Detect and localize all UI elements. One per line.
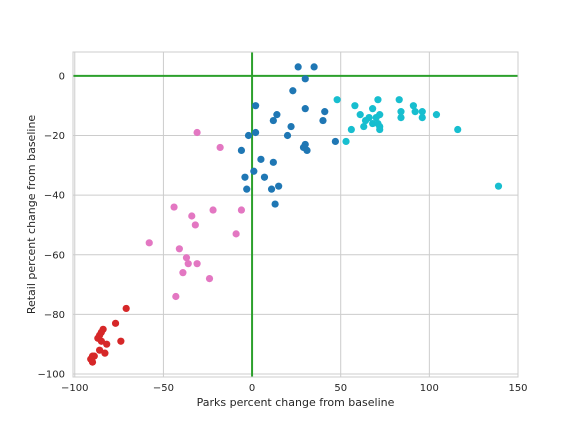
data-point (271, 200, 279, 208)
data-point (193, 128, 201, 137)
data-point (411, 108, 419, 116)
data-point (103, 340, 111, 348)
data-point (252, 128, 260, 137)
data-point (269, 116, 277, 125)
data-point (237, 206, 246, 214)
data-points (87, 63, 503, 366)
data-point (331, 137, 339, 146)
data-point (395, 96, 403, 104)
data-point (172, 292, 180, 301)
data-point (494, 182, 503, 190)
data-point (260, 173, 269, 181)
data-point (360, 122, 368, 131)
y-tick-label: 0 (59, 71, 65, 82)
data-point (179, 269, 187, 277)
data-point (273, 111, 281, 119)
data-point (193, 260, 201, 268)
x-tick-label: −100 (61, 383, 88, 394)
data-point (237, 146, 246, 154)
data-point (122, 304, 130, 313)
plot-area (73, 52, 518, 377)
data-point (303, 146, 311, 154)
data-point (252, 102, 260, 110)
data-point (356, 111, 364, 119)
x-tick-labels: −100 −50 0 50 100 150 (61, 383, 528, 394)
data-point (111, 319, 120, 327)
data-point (418, 108, 426, 116)
data-point (432, 111, 441, 119)
data-point (301, 105, 309, 113)
data-point (145, 239, 153, 247)
data-point (184, 260, 192, 268)
data-point (351, 102, 359, 110)
data-point (287, 122, 295, 131)
data-point (333, 96, 341, 104)
data-point (374, 96, 382, 104)
data-point (361, 116, 370, 125)
data-point (209, 206, 217, 214)
y-tick-label: −40 (44, 191, 65, 202)
data-point (342, 137, 350, 146)
y-tick-label: −80 (44, 310, 65, 321)
x-axis-label: Parks percent change from baseline (197, 396, 395, 409)
data-point (241, 173, 249, 181)
data-point (454, 125, 462, 134)
data-point (267, 185, 276, 193)
y-tick-label: −20 (44, 131, 65, 142)
data-point (397, 108, 405, 116)
data-point (117, 337, 125, 345)
data-point (310, 63, 318, 71)
data-point (289, 87, 297, 95)
plot-border (72, 51, 519, 378)
x-tick-label: 100 (420, 383, 439, 394)
data-point (372, 113, 380, 122)
data-point (397, 113, 405, 122)
data-point (205, 275, 214, 283)
data-point (243, 185, 251, 193)
data-point (301, 75, 309, 83)
data-point (88, 358, 97, 366)
data-point (409, 102, 417, 110)
data-point (191, 221, 199, 229)
data-point (369, 119, 377, 128)
data-point (294, 63, 302, 71)
data-point (321, 108, 329, 116)
data-point (369, 105, 377, 113)
data-point (188, 212, 196, 220)
data-point (376, 125, 384, 134)
data-point (275, 182, 283, 190)
data-point (319, 116, 327, 125)
y-axis-label: Retail percent change from baseline (25, 115, 38, 315)
data-point (97, 337, 105, 345)
data-point (244, 131, 253, 140)
data-point (182, 254, 191, 262)
data-point (250, 167, 258, 175)
data-point (257, 155, 265, 163)
data-point (216, 143, 224, 152)
x-tick-label: 0 (249, 383, 255, 394)
data-point (175, 245, 183, 253)
data-point (170, 203, 178, 211)
data-point (95, 346, 104, 354)
y-tick-label: −100 (38, 370, 65, 381)
x-tick-label: 150 (508, 383, 527, 394)
data-point (283, 131, 292, 140)
x-tick-label: 50 (334, 383, 347, 394)
data-point (101, 349, 109, 357)
data-point (418, 113, 426, 122)
x-tick-label: −50 (153, 383, 174, 394)
data-point (232, 230, 240, 238)
y-tick-labels: 0 −20 −40 −60 −80 −100 (38, 71, 65, 380)
data-point (347, 125, 355, 134)
y-tick-label: −60 (44, 250, 65, 261)
data-point (269, 158, 277, 166)
